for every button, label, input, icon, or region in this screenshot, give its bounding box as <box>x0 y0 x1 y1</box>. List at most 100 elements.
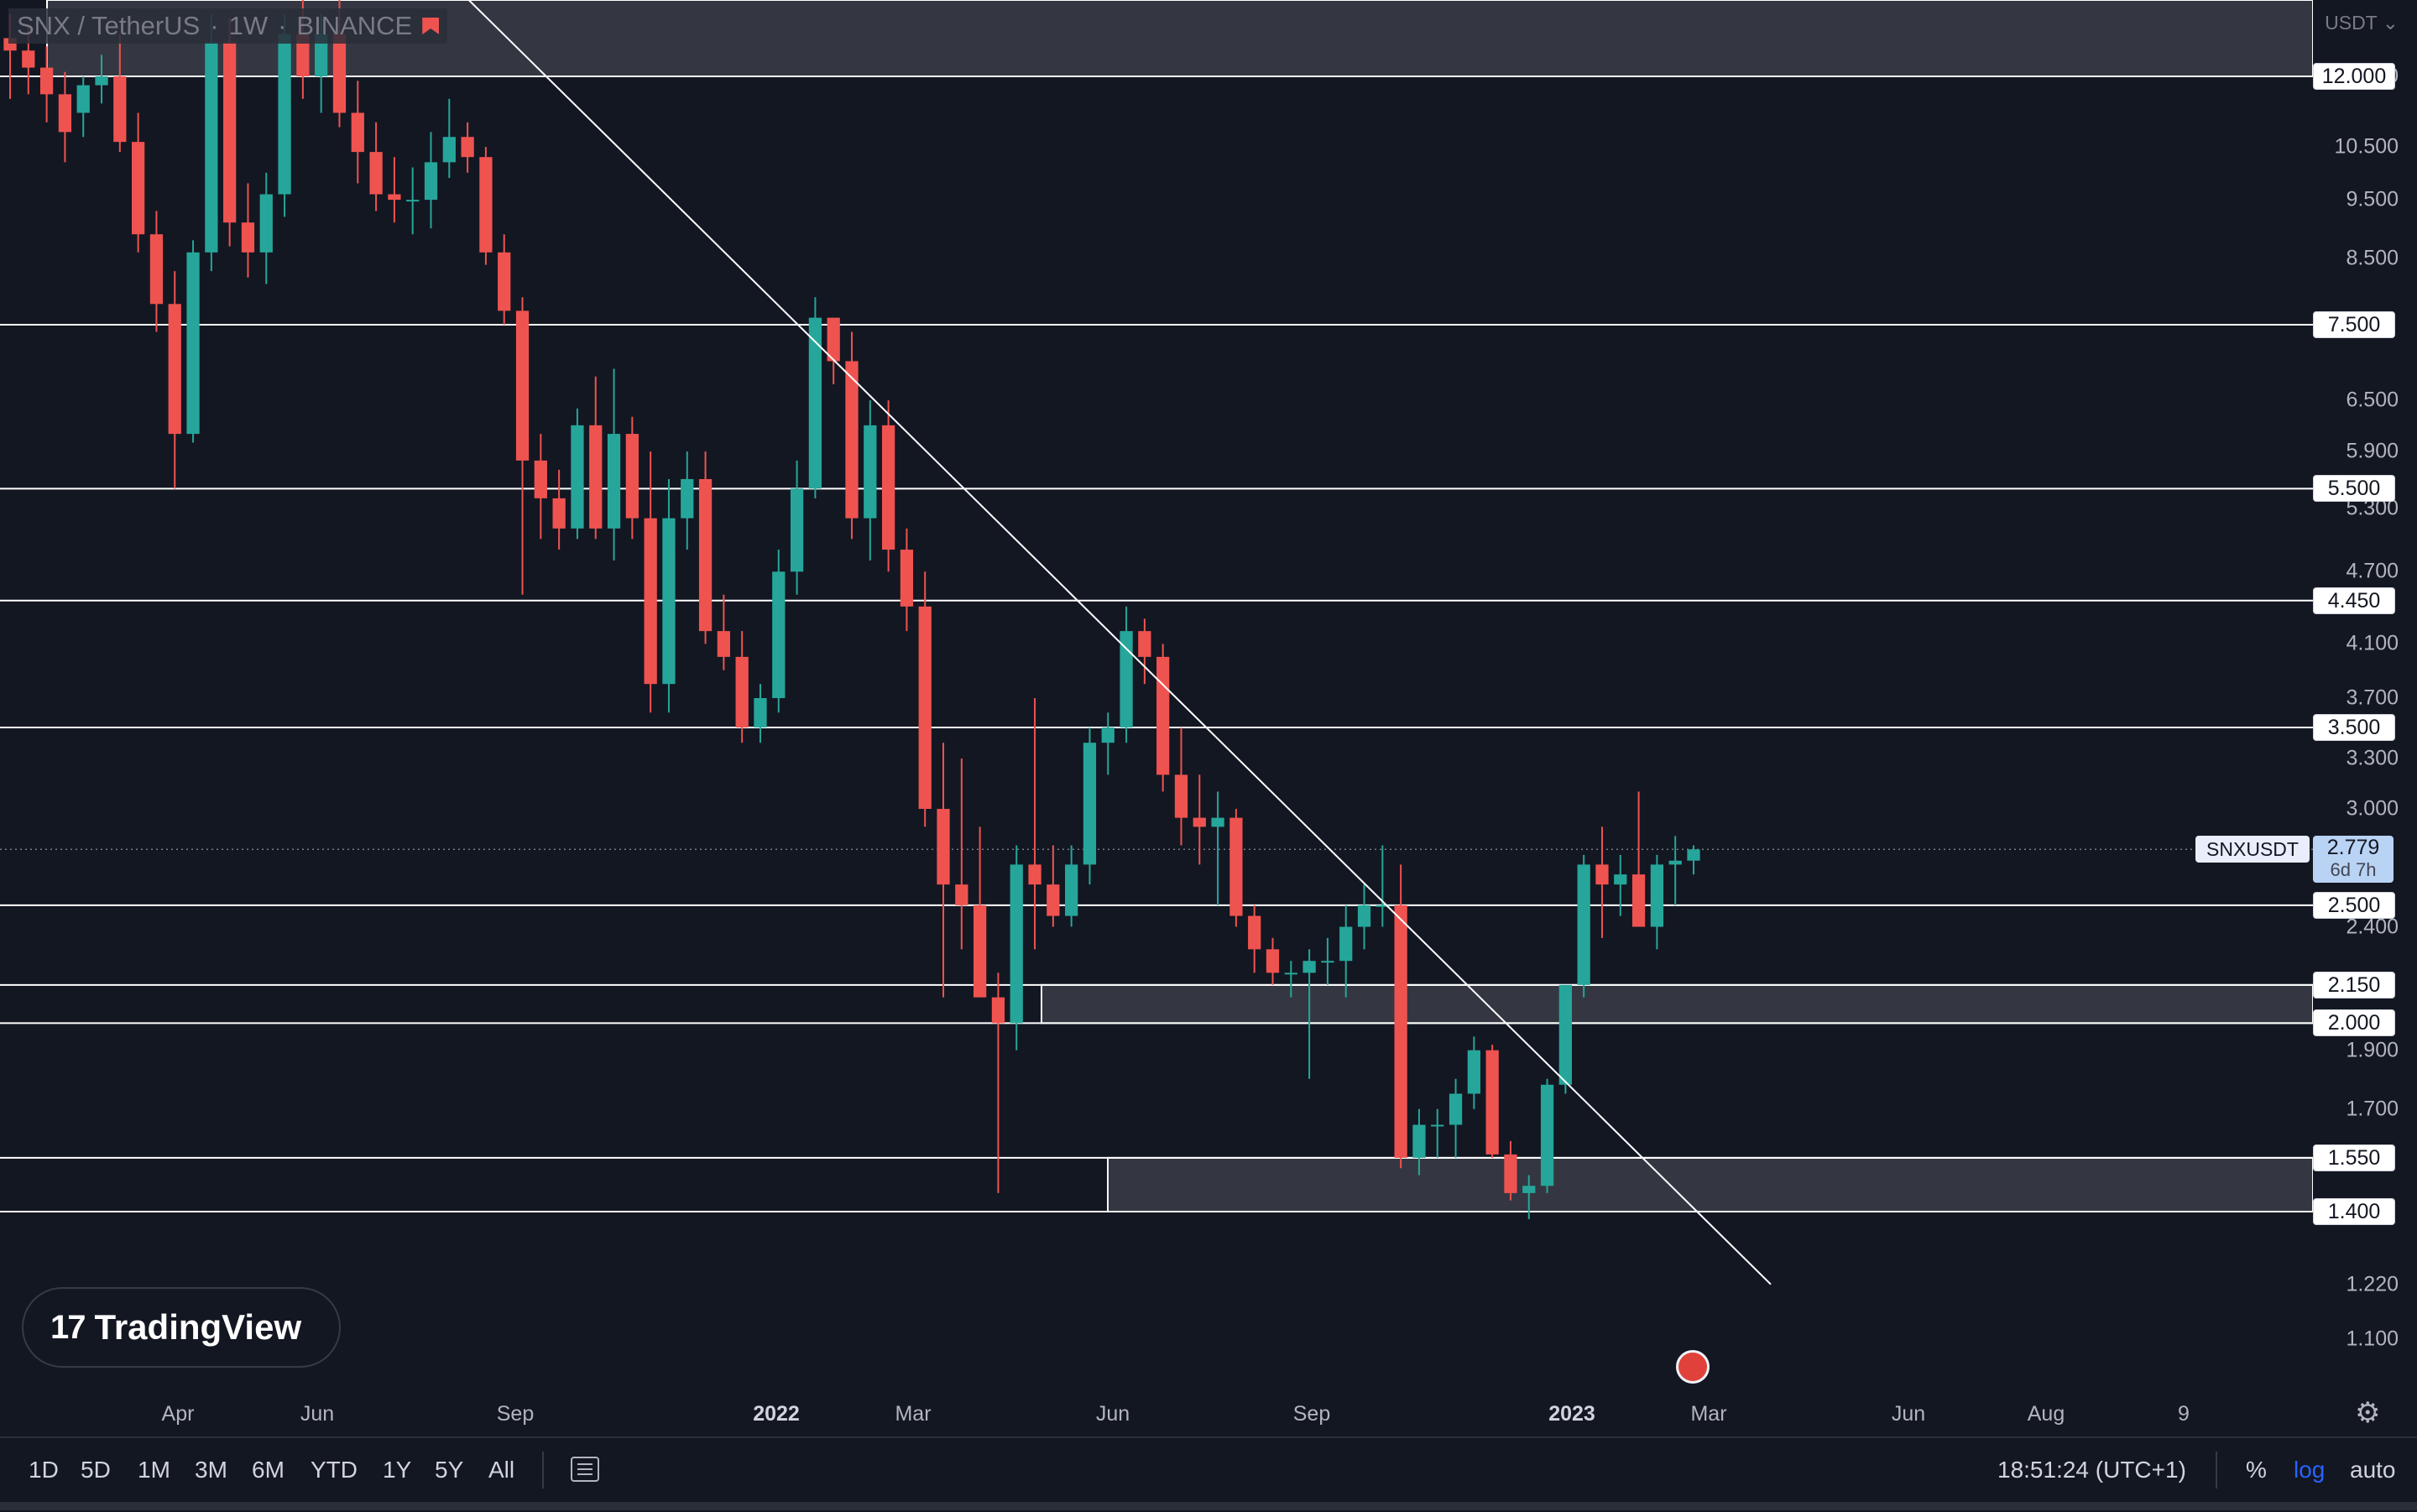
candle-body <box>1302 961 1316 973</box>
candle-body <box>1010 864 1023 1024</box>
candle-body <box>900 550 914 607</box>
flag-icon[interactable] <box>422 18 440 34</box>
price-axis-tick: 1.100 <box>2346 1327 2399 1351</box>
candle-body <box>351 112 364 153</box>
range-button-1m[interactable]: 1M <box>138 1457 170 1483</box>
time-axis-tick: Jun <box>1891 1402 1926 1426</box>
auto-scale-button[interactable]: auto <box>2350 1457 2396 1483</box>
candle-body <box>58 94 72 133</box>
time-axis-tick: Jun <box>1095 1402 1130 1426</box>
candle-body <box>278 34 291 195</box>
currency-selector[interactable]: USDT ⌄ <box>2325 12 2399 34</box>
range-button-6m[interactable]: 6M <box>252 1457 285 1483</box>
candle-body <box>1504 1154 1517 1193</box>
us-flag-event-icon[interactable] <box>1676 1350 1710 1384</box>
price-axis-tick: 4.100 <box>2346 631 2399 655</box>
price-axis-tick: 6.500 <box>2346 388 2399 412</box>
candle-body <box>717 631 731 657</box>
candle-body <box>442 137 456 163</box>
candle-body <box>955 884 968 905</box>
candle-body <box>1266 949 1280 973</box>
support-zone[interactable] <box>1107 1156 2313 1213</box>
candle-body <box>1668 860 1682 865</box>
gear-icon[interactable]: ⚙ <box>2355 1397 2381 1429</box>
candle-body <box>1357 905 1371 927</box>
descending-trendline[interactable] <box>445 0 1772 1285</box>
candle-body <box>1229 817 1243 916</box>
calendar-goto-icon[interactable] <box>571 1457 599 1482</box>
time-axis-tick: Mar <box>1690 1402 1727 1426</box>
candle-body <box>973 905 987 998</box>
time-axis-tick: 9 <box>2178 1402 2190 1426</box>
candle-body <box>534 460 547 498</box>
price-axis-tick: 3.700 <box>2346 686 2399 710</box>
level-price-tag: 3.500 <box>2313 713 2395 741</box>
symbol-price-tag: SNXUSDT <box>2195 836 2310 863</box>
candle-body <box>1687 849 1700 861</box>
symbol-legend[interactable]: SNX / TetherUS · 1W · BINANCE <box>8 8 448 44</box>
candle-body <box>515 310 530 461</box>
level-price-tag: 7.500 <box>2313 310 2395 338</box>
candle-body <box>1101 727 1115 743</box>
time-axis-tick: 2023 <box>1548 1402 1595 1426</box>
level-price-tag: 1.550 <box>2313 1144 2395 1171</box>
candle-body <box>864 425 877 519</box>
clock-display[interactable]: 18:51:24 (UTC+1) <box>1997 1457 2186 1483</box>
candle-body <box>186 252 200 435</box>
candle-body <box>644 518 657 685</box>
price-axis-tick: 1.900 <box>2346 1038 2399 1062</box>
time-axis-tick: Jun <box>300 1402 335 1426</box>
candle-body <box>1047 884 1060 916</box>
candle-body <box>845 361 859 519</box>
interval-label: 1W <box>228 11 269 40</box>
price-axis-tick: 9.500 <box>2346 187 2399 211</box>
symbol-name: SNX / TetherUS <box>17 11 201 40</box>
bottom-strip <box>0 1502 2417 1510</box>
price-chart[interactable] <box>0 0 2313 1389</box>
range-button-all[interactable]: All <box>488 1457 515 1483</box>
candle-body <box>22 50 35 68</box>
candle-body <box>76 85 90 113</box>
candle-body <box>991 997 1005 1024</box>
percent-scale-button[interactable]: % <box>2246 1457 2267 1483</box>
level-price-tag: 5.500 <box>2313 475 2395 503</box>
bottom-toolbar <box>0 1436 2417 1512</box>
tradingview-logo[interactable]: 17 TradingView <box>22 1287 341 1368</box>
log-scale-button[interactable]: log <box>2294 1457 2326 1483</box>
support-zone[interactable] <box>1041 983 2313 1025</box>
candle-body <box>918 606 932 810</box>
tradingview-mark-icon: 17 <box>50 1308 86 1346</box>
price-axis-tick: 1.700 <box>2346 1097 2399 1121</box>
candle-body <box>479 157 493 253</box>
bar-countdown: 6d 7h <box>2330 859 2377 881</box>
price-axis-tick: 3.000 <box>2346 796 2399 821</box>
time-axis-tick: Mar <box>895 1402 932 1426</box>
range-button-ytd[interactable]: YTD <box>311 1457 358 1483</box>
candle-body <box>241 222 255 253</box>
exchange-label: BINANCE <box>296 11 413 40</box>
range-button-5d[interactable]: 5D <box>81 1457 111 1483</box>
candle-body <box>662 518 676 685</box>
candle-body <box>1412 1124 1426 1158</box>
toolbar-divider <box>2216 1452 2217 1489</box>
price-axis-tick: 4.700 <box>2346 559 2399 583</box>
candle-body <box>1449 1093 1463 1125</box>
candle-body <box>1631 874 1646 927</box>
level-price-tag: 2.150 <box>2313 971 2395 998</box>
range-button-3m[interactable]: 3M <box>195 1457 227 1483</box>
time-axis[interactable] <box>0 1389 2313 1436</box>
time-axis-tick: 2022 <box>753 1402 800 1426</box>
candle-body <box>808 317 822 489</box>
range-button-1d[interactable]: 1D <box>29 1457 59 1483</box>
time-axis-tick: Sep <box>1292 1402 1331 1426</box>
toolbar-divider <box>542 1452 544 1489</box>
range-button-1y[interactable]: 1Y <box>383 1457 412 1483</box>
legend-separator: · <box>210 11 219 40</box>
candle-body <box>1156 656 1170 775</box>
price-axis-tick: 8.500 <box>2346 246 2399 270</box>
candle-body <box>735 656 749 727</box>
candle-body <box>827 317 840 362</box>
price-axis-tick: 3.300 <box>2346 746 2399 770</box>
candle-body <box>1138 631 1151 657</box>
range-button-5y[interactable]: 5Y <box>435 1457 464 1483</box>
